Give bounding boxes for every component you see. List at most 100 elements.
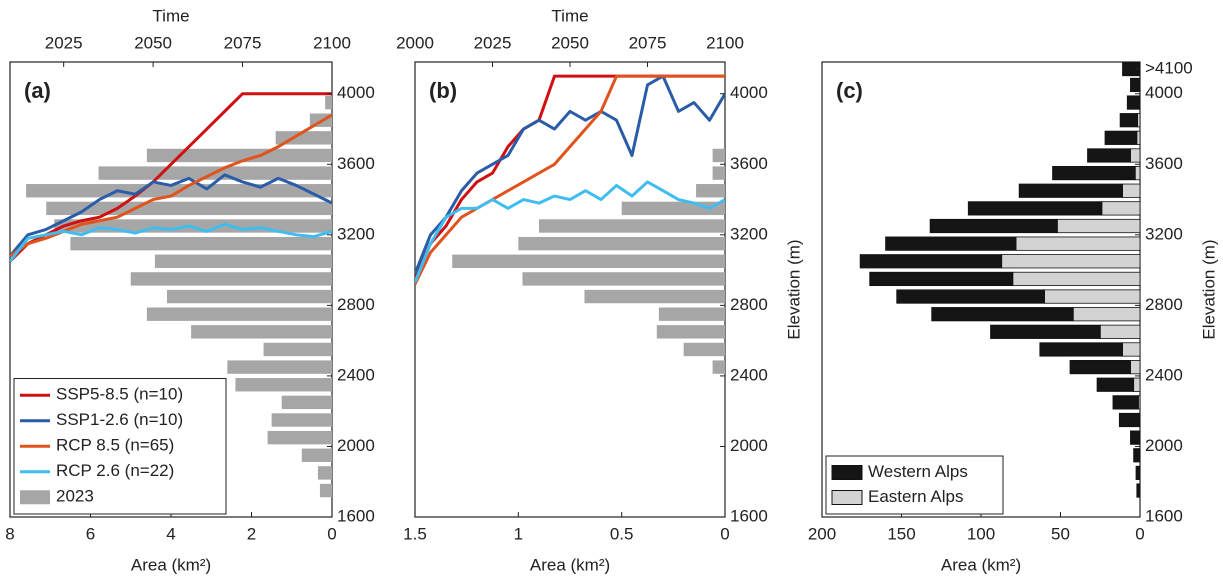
bar-segment (1119, 113, 1139, 128)
x2-tick-label: 2000 (396, 33, 434, 52)
x-tick-label: 200 (808, 524, 836, 543)
bar-segment (1001, 254, 1140, 269)
y-tick-label: 4000 (730, 83, 768, 102)
x-tick-label: 1 (514, 524, 523, 543)
bar-segment (1136, 130, 1140, 145)
bar-segment (990, 324, 1101, 339)
bar (281, 395, 332, 410)
x-tick-label: 8 (5, 524, 14, 543)
bar (658, 307, 725, 321)
bar-segment (1130, 148, 1140, 163)
y-tick-label: 4000 (1145, 83, 1183, 102)
x-tick-label: 4 (166, 524, 175, 543)
y-tick-label: 2400 (337, 365, 375, 384)
bar (539, 219, 725, 233)
bar (235, 378, 332, 392)
x-tick-label: 50 (1051, 524, 1070, 543)
x2-axis-label: Time (152, 6, 189, 25)
legend-swatch (831, 465, 863, 480)
bar-segment (1122, 62, 1140, 77)
x-tick-label: 6 (86, 524, 95, 543)
bar-segment (1135, 465, 1140, 481)
y-axis-label: Elevation (m) (784, 239, 803, 339)
y-tick-label: 3200 (337, 224, 375, 243)
panel-label: (a) (24, 78, 51, 103)
bar (263, 342, 332, 357)
bar-segment (1087, 148, 1131, 163)
legend-label: SSP5-8.5 (n=10) (56, 385, 183, 404)
y-tick-label: 3600 (1145, 154, 1183, 173)
y-tick-label: 2400 (1145, 365, 1183, 384)
x-tick-label: 150 (887, 524, 915, 543)
line (415, 180, 725, 284)
x-tick-label: 0 (720, 524, 729, 543)
line (10, 92, 332, 263)
bar (452, 254, 725, 268)
y-tick-label: 2800 (1145, 295, 1183, 314)
bar-segment (1018, 183, 1123, 198)
bar-segment (1012, 271, 1140, 287)
bar (317, 466, 332, 480)
bar-segment (896, 289, 1045, 304)
bar-segment (1122, 342, 1140, 357)
bar-segment (1118, 412, 1140, 428)
bar-segment (1099, 324, 1140, 339)
bar-segment (1112, 395, 1139, 410)
x-tick-label: 100 (967, 524, 995, 543)
bar-segment (1044, 289, 1140, 304)
bar-segment (1052, 166, 1136, 181)
y-axis-label: Elevation (m) (1199, 239, 1218, 339)
legend-label: Eastern Alps (868, 487, 963, 506)
line (10, 173, 332, 257)
bar (712, 360, 725, 374)
bar-segment (1133, 448, 1140, 463)
x-tick-label: 1.5 (403, 524, 427, 543)
bar (130, 272, 332, 286)
bar (267, 430, 332, 445)
x2-tick-label: 2050 (551, 33, 589, 52)
bar-segment (859, 254, 1003, 269)
axes-frame (414, 61, 726, 518)
bar-segment (1130, 430, 1140, 445)
bar (46, 201, 332, 216)
bar (166, 289, 332, 304)
y-tick-label: 2000 (337, 436, 375, 455)
bar-segment (1072, 307, 1140, 322)
y-tick-label: 1600 (1145, 506, 1183, 525)
bar (70, 236, 332, 251)
bar-segment (1056, 218, 1140, 234)
bar (325, 95, 332, 110)
x2-tick-label: 2025 (474, 33, 512, 52)
legend-label: RCP 8.5 (n=65) (56, 436, 174, 455)
x-axis-label: Area (km²) (131, 555, 211, 574)
bar (271, 413, 332, 427)
bar-segment (1134, 166, 1140, 181)
line (415, 74, 725, 275)
legend-label: RCP 2.6 (n=22) (56, 461, 174, 480)
bar (584, 289, 725, 304)
plot-area (859, 62, 1140, 498)
bar (319, 483, 332, 498)
bar (227, 360, 332, 374)
y-tick-label: 2000 (1145, 436, 1183, 455)
y-tick-label: 3600 (337, 154, 375, 173)
line (415, 74, 725, 285)
x2-tick-label: 2100 (706, 33, 744, 52)
bar-segment (1069, 359, 1131, 375)
bar-segment (1101, 201, 1140, 216)
bar-segment (869, 271, 1014, 287)
bar (301, 448, 332, 462)
bar (146, 307, 332, 321)
panel-label: (c) (836, 78, 863, 103)
y-tick-label: 4000 (337, 83, 375, 102)
y-tick-label: 2800 (730, 295, 768, 314)
x-tick-label: 0.5 (610, 524, 634, 543)
legend-label: Western Alps (868, 462, 968, 481)
bar-segment (1133, 377, 1140, 392)
bar-segment (1126, 95, 1140, 110)
bar-segment (1130, 359, 1140, 375)
bar-segment (885, 236, 1017, 251)
panel-label: (b) (429, 78, 457, 103)
x2-tick-label: 2050 (134, 33, 172, 52)
